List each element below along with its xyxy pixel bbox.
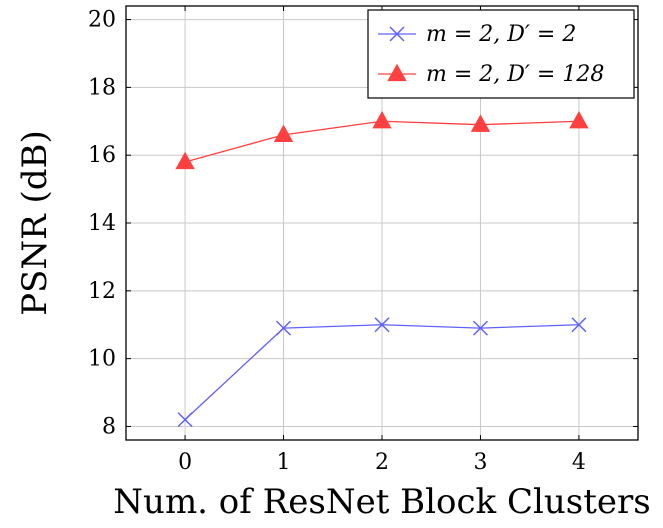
series-1	[175, 111, 589, 170]
y-tick-label: 16	[88, 143, 116, 168]
data-point-triangle-marker	[569, 111, 589, 129]
data-point-x-marker	[177, 412, 193, 428]
data-point-triangle-marker	[175, 151, 195, 170]
x-axis-title: Num. of ResNet Block Clusters	[113, 482, 650, 522]
data-point-triangle-marker	[372, 111, 392, 129]
y-axis-title: PSNR (dB)	[15, 130, 55, 316]
series-0	[177, 317, 587, 428]
x-tick-label: 0	[178, 450, 192, 475]
y-tick-label: 18	[88, 75, 116, 100]
y-tick-label: 14	[88, 211, 116, 236]
x-tick-label: 4	[572, 450, 586, 475]
y-tick-label: 20	[88, 8, 116, 33]
legend-label: m = 2, D′ = 128	[426, 62, 604, 87]
data-point-triangle-marker	[387, 63, 407, 82]
legend-label: m = 2, D′ = 2	[426, 22, 576, 47]
data-point-x-marker	[374, 317, 390, 333]
series-group	[175, 111, 589, 428]
y-tick-label: 10	[88, 347, 116, 372]
data-point-x-marker	[276, 320, 292, 336]
legend-box	[367, 9, 635, 99]
data-point-triangle-marker	[470, 114, 491, 132]
y-tick-label: 12	[88, 279, 116, 304]
x-tick-label: 3	[473, 450, 487, 475]
legend: m = 2, D′ = 2 m = 2, D′ = 128	[367, 9, 635, 99]
data-point-triangle-marker	[273, 124, 294, 142]
x-tick-label: 1	[277, 450, 291, 475]
y-tick-label: 8	[102, 414, 116, 439]
x-tick-label: 2	[375, 450, 389, 475]
data-point-x-marker	[571, 317, 587, 333]
data-point-x-marker	[472, 320, 488, 336]
legend-entry: m = 2, D′ = 2	[378, 22, 576, 47]
legend-entry: m = 2, D′ = 128	[378, 62, 604, 87]
data-point-x-marker	[389, 26, 405, 42]
